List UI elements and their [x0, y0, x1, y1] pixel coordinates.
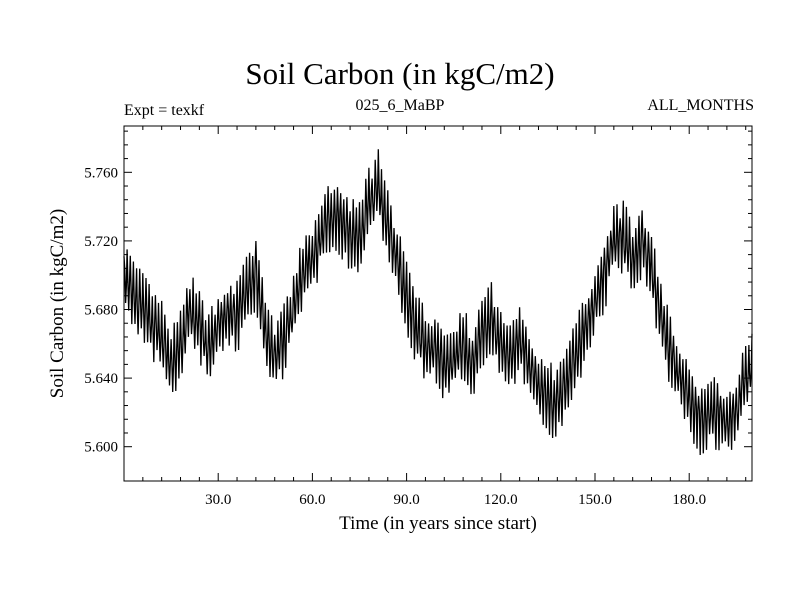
x-tick-label: 30.0 [205, 492, 231, 508]
x-tick-label: 60.0 [299, 492, 325, 508]
y-tick-label: 5.640 [84, 371, 118, 387]
chart-title: Soil Carbon (in kgC/m2) [245, 56, 555, 91]
y-tick-label: 5.760 [84, 165, 118, 181]
plot-frame [123, 125, 753, 482]
y-tick-label: 5.600 [84, 440, 118, 456]
x-tick-label: 180.0 [672, 492, 706, 508]
months-label: ALL_MONTHS [647, 97, 754, 114]
period-label: 025_6_MaBP [355, 97, 445, 114]
y-tick-label: 5.680 [84, 303, 118, 319]
x-tick-label: 150.0 [578, 492, 612, 508]
x-tick-label: 120.0 [484, 492, 518, 508]
experiment-label: Expt = texkf [124, 102, 205, 119]
y-tick-label: 5.720 [84, 234, 118, 250]
x-tick-label: 90.0 [393, 492, 419, 508]
x-axis-label: Time (in years since start) [339, 513, 537, 534]
series-line [123, 149, 753, 456]
y-axis-label: Soil Carbon (in kgC/m2) [47, 209, 68, 398]
